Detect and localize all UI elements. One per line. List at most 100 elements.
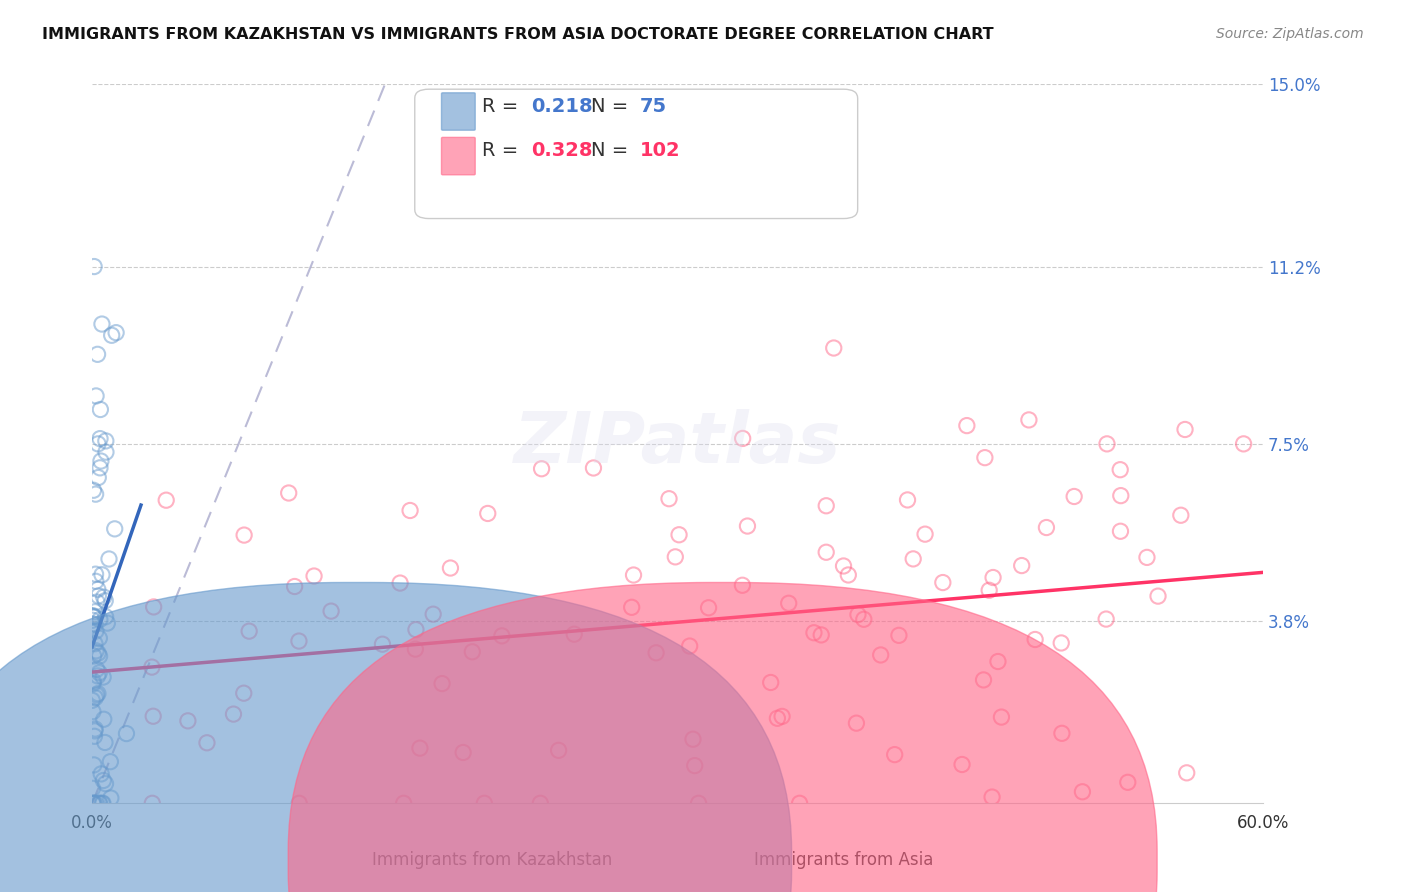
Point (679, 639, 702, 653)
Point (86, 688, 108, 702)
Point (837, 568, 859, 582)
Point (94, 593, 117, 607)
Point (1170, 508, 1192, 523)
Point (83, 797, 105, 811)
Point (94, 777, 117, 791)
Point (1063, 490, 1085, 504)
Point (83, 729, 105, 743)
Point (89, 402, 111, 417)
Point (810, 628, 832, 642)
Point (846, 607, 869, 622)
Point (623, 568, 645, 582)
Point (82, 674, 104, 689)
Point (815, 545, 838, 559)
Point (142, 599, 165, 614)
Point (451, 746, 474, 760)
Point (683, 758, 706, 772)
Point (82, 677, 104, 691)
Point (90, 767, 112, 781)
Point (461, 645, 484, 659)
Point (89, 612, 111, 626)
Point (82, 797, 104, 811)
Point (770, 709, 793, 723)
Point (979, 583, 1001, 598)
Point (697, 600, 720, 615)
Point (84, 487, 107, 501)
Point (932, 575, 955, 590)
Point (82, 483, 104, 498)
Point (86, 595, 108, 609)
Point (89, 797, 111, 811)
Point (1095, 437, 1118, 451)
Point (887, 628, 910, 642)
Point (645, 646, 668, 660)
Text: R =: R = (482, 96, 524, 115)
Point (1050, 726, 1073, 740)
Point (83, 610, 105, 624)
Point (87, 669, 110, 683)
Point (94, 735, 117, 749)
Point (238, 624, 260, 639)
Point (981, 790, 1004, 805)
Point (83, 758, 105, 772)
Text: Immigrants from Kazakhstan: Immigrants from Kazakhstan (373, 851, 612, 869)
Point (562, 627, 585, 641)
Point (973, 673, 995, 687)
Point (987, 655, 1010, 669)
Point (105, 326, 128, 340)
Point (84, 797, 107, 811)
Point (529, 797, 551, 811)
Point (582, 461, 605, 475)
Point (472, 797, 495, 811)
Text: Immigrants from Asia: Immigrants from Asia (754, 851, 934, 869)
Point (83, 610, 105, 624)
Point (98, 552, 121, 566)
Point (91, 670, 114, 684)
Point (823, 341, 845, 355)
Point (90, 454, 112, 468)
Point (1035, 520, 1057, 534)
Point (731, 578, 754, 592)
Point (491, 629, 513, 643)
Point (1175, 765, 1198, 780)
Point (89, 797, 111, 811)
Point (100, 791, 122, 805)
Point (100, 328, 122, 343)
Point (284, 580, 307, 594)
Point (84, 637, 107, 651)
Point (141, 660, 163, 674)
Point (141, 797, 163, 811)
Point (547, 743, 569, 757)
Point (82, 608, 104, 623)
Point (778, 596, 800, 610)
Point (409, 741, 432, 756)
Point (89, 631, 111, 645)
Point (82, 693, 104, 707)
Point (1147, 589, 1170, 603)
Point (84, 624, 107, 638)
Point (82, 613, 104, 627)
Point (87, 437, 110, 451)
Point (91, 797, 114, 811)
Point (658, 491, 681, 506)
Point (1095, 612, 1118, 626)
Point (84, 617, 107, 632)
Point (883, 747, 905, 762)
Point (1011, 558, 1033, 573)
Point (91, 797, 114, 811)
Point (405, 623, 427, 637)
Point (392, 797, 415, 811)
Text: 75: 75 (640, 96, 666, 115)
Point (981, 570, 1004, 584)
Point (803, 625, 825, 640)
Point (87, 589, 110, 603)
Point (233, 528, 256, 542)
Point (766, 711, 789, 725)
Point (89, 665, 111, 680)
Text: N =: N = (591, 141, 634, 160)
Point (990, 710, 1012, 724)
Text: Source: ZipAtlas.com: Source: ZipAtlas.com (1216, 27, 1364, 41)
Point (319, 604, 342, 618)
Point (973, 450, 995, 465)
Point (82, 616, 104, 631)
